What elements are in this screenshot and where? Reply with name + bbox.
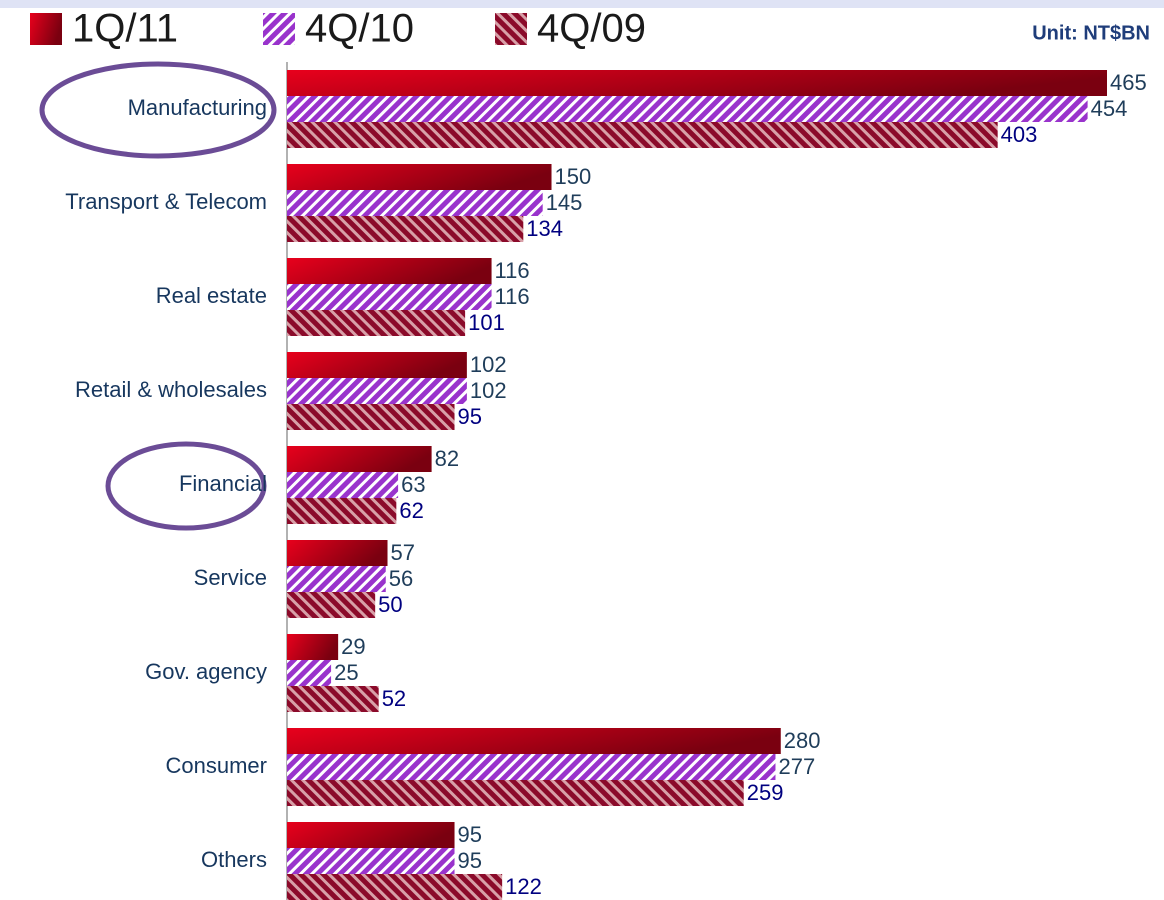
- legend-label: 4Q/10: [305, 7, 414, 51]
- value-label: 134: [526, 216, 563, 241]
- value-label: 280: [784, 728, 821, 753]
- bar: [287, 566, 386, 592]
- legend-swatch: [30, 13, 62, 45]
- value-label: 122: [505, 874, 542, 899]
- category-label: Financial: [179, 471, 267, 496]
- bar: [287, 378, 467, 404]
- value-label: 95: [458, 848, 482, 873]
- category-label: Service: [194, 565, 267, 590]
- bar: [287, 472, 399, 498]
- value-label: 145: [546, 190, 583, 215]
- bar: [287, 780, 744, 806]
- value-label: 150: [555, 164, 592, 189]
- bar: [287, 164, 552, 190]
- bar: [287, 446, 432, 472]
- bar: [287, 310, 466, 336]
- value-label: 62: [399, 498, 423, 523]
- bar: [287, 122, 998, 148]
- value-label: 102: [470, 378, 507, 403]
- bar: [287, 70, 1107, 96]
- value-label: 82: [435, 446, 459, 471]
- value-label: 25: [334, 660, 358, 685]
- bar: [287, 634, 339, 660]
- value-label: 116: [495, 284, 530, 309]
- bar: [287, 660, 332, 686]
- bar: [287, 258, 492, 284]
- bar: [287, 498, 397, 524]
- value-label: 52: [382, 686, 406, 711]
- category-label: Consumer: [166, 753, 267, 778]
- value-label: 465: [1110, 70, 1147, 95]
- bar: [287, 540, 388, 566]
- bar: [287, 216, 524, 242]
- category-label: Gov. agency: [145, 659, 267, 684]
- bar: [287, 352, 467, 378]
- value-label: 403: [1001, 122, 1038, 147]
- category-label: Real estate: [156, 283, 267, 308]
- bar: [287, 754, 776, 780]
- bar: [287, 848, 455, 874]
- value-label: 259: [747, 780, 784, 805]
- category-label: Manufacturing: [128, 95, 267, 120]
- value-label: 56: [389, 566, 413, 591]
- unit-label: Unit: NT$BN: [1032, 22, 1150, 44]
- bar: [287, 822, 455, 848]
- bar: [287, 284, 492, 310]
- bar: [287, 190, 543, 216]
- value-label: 101: [468, 310, 505, 335]
- legend-swatch: [263, 13, 295, 45]
- highlight-ellipse: [39, 61, 277, 159]
- bar: [287, 874, 503, 900]
- value-label: 63: [401, 472, 425, 497]
- value-label: 57: [391, 540, 415, 565]
- value-label: 454: [1091, 96, 1128, 121]
- bar: [287, 728, 781, 754]
- bar: [287, 686, 379, 712]
- value-label: 102: [470, 352, 507, 377]
- bar: [287, 96, 1088, 122]
- bar: [287, 404, 455, 430]
- value-label: 50: [378, 592, 402, 617]
- highlight-ellipse: [105, 441, 267, 531]
- value-label: 95: [458, 404, 482, 429]
- legend-label: 4Q/09: [537, 7, 646, 51]
- value-label: 116: [495, 258, 530, 283]
- value-label: 29: [341, 634, 365, 659]
- top-band: [0, 0, 1164, 8]
- legend-label: 1Q/11: [72, 7, 178, 51]
- legend-swatch: [495, 13, 527, 45]
- category-label: Retail & wholesales: [75, 377, 267, 402]
- value-label: 277: [778, 754, 815, 779]
- category-label: Transport & Telecom: [65, 189, 267, 214]
- value-label: 95: [458, 822, 482, 847]
- category-label: Others: [201, 847, 267, 872]
- bar: [287, 592, 376, 618]
